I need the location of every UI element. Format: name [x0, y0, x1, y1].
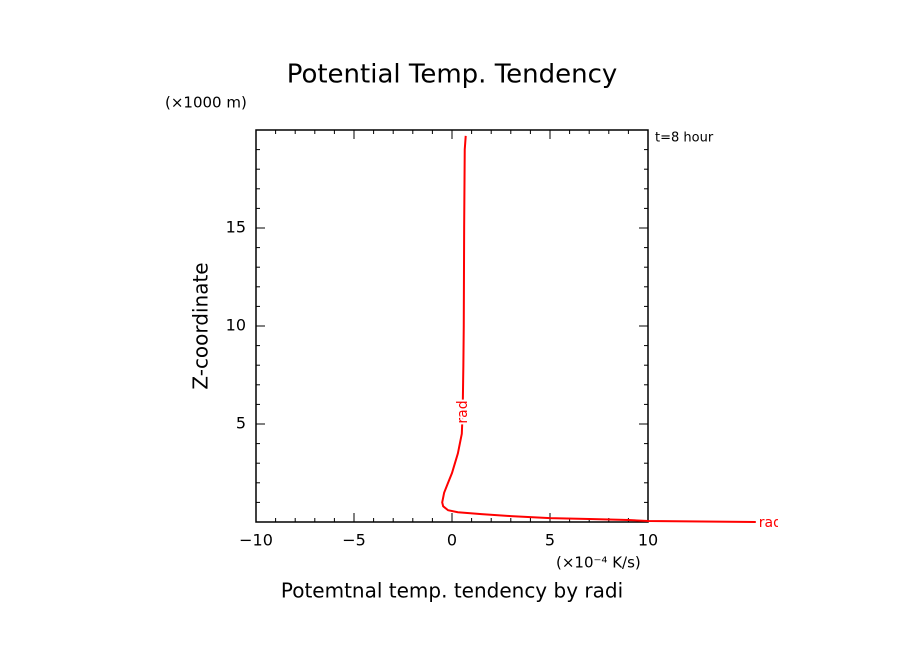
time-label: t=8 hour: [655, 131, 714, 146]
x-tick-label: 5: [545, 531, 555, 550]
x-tick-label: 0: [447, 531, 457, 550]
plot-frame: [255, 129, 649, 523]
x-tick-label: −5: [342, 531, 366, 550]
y-tick-label: 10: [226, 316, 246, 335]
x-tick-label: 10: [638, 531, 658, 550]
x-label: Potemtnal temp. tendency by radi: [281, 579, 623, 603]
y-tick-label: 5: [236, 414, 246, 433]
line-label: rad: [455, 400, 471, 423]
x-tick-label: −10: [239, 531, 273, 550]
y-label: Z-coordinate: [189, 262, 213, 389]
x-unit: (×10⁻⁴ K/s): [556, 554, 641, 572]
y-tick-label: 15: [226, 218, 246, 237]
chart-title: Potential Temp. Tendency: [287, 60, 618, 90]
line-end-label: rad: [759, 515, 782, 531]
data-line: [441, 135, 756, 523]
y-unit: (×1000 m): [165, 94, 247, 112]
